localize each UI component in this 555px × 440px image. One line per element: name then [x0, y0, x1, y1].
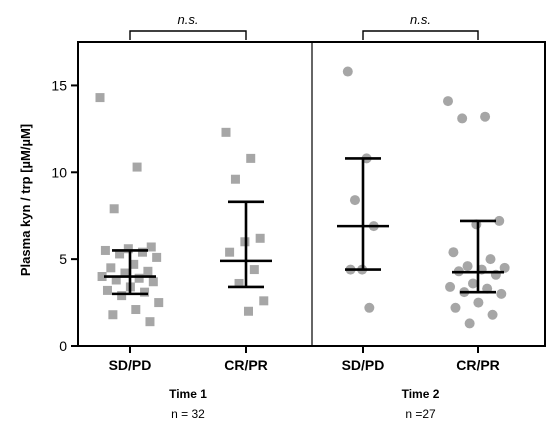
data-point: [106, 263, 116, 273]
data-point: [137, 247, 147, 257]
data-point: [109, 204, 119, 214]
x-category-label: SD/PD: [109, 357, 152, 373]
data-point: [146, 242, 156, 252]
data-point: [230, 174, 240, 184]
y-tick-label: 0: [59, 338, 67, 354]
x-category-label: SD/PD: [342, 357, 385, 373]
data-point: [494, 215, 505, 226]
data-point: [143, 266, 153, 276]
y-tick-label: 10: [51, 164, 67, 180]
data-point: [154, 298, 164, 308]
significance-label: n.s.: [410, 12, 431, 27]
data-point: [234, 278, 244, 288]
y-tick-label: 15: [51, 77, 67, 93]
data-point: [349, 195, 360, 206]
y-tick-label: 5: [59, 251, 67, 267]
group-n-label: n =27: [405, 407, 436, 421]
group-n-label: n = 32: [171, 407, 205, 421]
data-point: [123, 244, 133, 254]
data-point: [499, 262, 510, 273]
data-point: [487, 309, 498, 320]
data-point: [132, 162, 142, 172]
significance-label: n.s.: [178, 12, 199, 27]
data-point: [97, 272, 107, 282]
data-point: [225, 247, 235, 257]
data-point: [342, 66, 353, 77]
group-label: Time 1: [169, 387, 207, 401]
plot-area: 0 5 10 15 n.s. Time 1 n = 32 SD/PD CR/PR n.s. Time…: [51, 12, 546, 421]
data-point: [221, 127, 231, 137]
data-point: [259, 296, 269, 306]
data-point: [134, 273, 144, 283]
data-point: [464, 318, 475, 329]
data-point: [100, 245, 110, 255]
data-point: [111, 275, 121, 285]
group-label: Time 2: [402, 387, 440, 401]
data-point: [473, 297, 484, 308]
data-point: [485, 254, 496, 265]
data-point: [462, 261, 473, 272]
data-point: [467, 278, 478, 289]
y-axis-label: Plasma kyn / trp [µM/µM]: [18, 124, 33, 276]
data-point: [448, 247, 459, 258]
data-point: [450, 302, 461, 313]
data-point: [148, 277, 158, 287]
data-point: [246, 153, 256, 163]
data-point: [120, 268, 130, 278]
data-point: [140, 287, 150, 297]
data-point: [445, 281, 456, 292]
data-point: [443, 96, 453, 107]
data-point: [364, 302, 375, 313]
data-point: [129, 259, 139, 269]
data-point: [152, 252, 162, 262]
data-point: [255, 233, 265, 243]
x-category-label: CR/PR: [456, 357, 500, 373]
significance-bracket: [129, 30, 247, 40]
data-point: [480, 111, 491, 122]
data-point: [145, 317, 155, 327]
data-point: [457, 113, 468, 124]
x-category-label: CR/PR: [224, 357, 268, 373]
data-point: [131, 305, 141, 315]
data-point: [115, 249, 125, 259]
data-point: [95, 93, 105, 103]
data-point: [243, 306, 253, 316]
data-point: [108, 310, 118, 320]
significance-bracket: [362, 30, 479, 40]
data-point: [102, 285, 112, 295]
data-point: [117, 291, 127, 301]
data-point: [496, 288, 507, 299]
data-point: [249, 265, 259, 275]
